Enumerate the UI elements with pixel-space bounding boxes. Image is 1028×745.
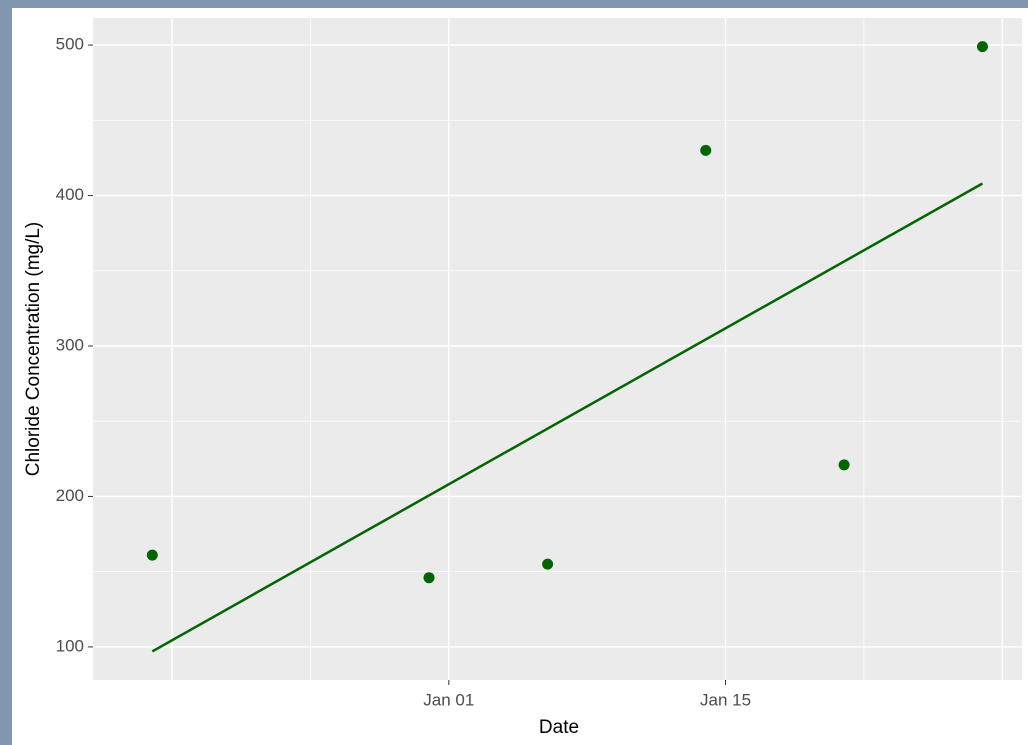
point bbox=[146, 549, 158, 561]
x-axis-title: Date bbox=[539, 717, 579, 738]
y-tick-label: 300 bbox=[56, 335, 84, 354]
trend-line bbox=[151, 182, 984, 653]
x-tick-label: Jan 15 bbox=[700, 690, 751, 709]
y-tick-label: 100 bbox=[56, 636, 84, 655]
point bbox=[542, 558, 554, 570]
point bbox=[423, 572, 435, 584]
point bbox=[700, 144, 712, 156]
point bbox=[838, 459, 850, 471]
y-tick-label: 500 bbox=[56, 35, 84, 54]
y-axis-title: Chloride Concentration (mg/L) bbox=[23, 222, 44, 477]
y-tick-label: 400 bbox=[56, 185, 84, 204]
x-tick-label: Jan 01 bbox=[423, 690, 474, 709]
panel bbox=[93, 18, 1022, 680]
y-tick-label: 200 bbox=[56, 486, 84, 505]
point bbox=[976, 41, 988, 53]
